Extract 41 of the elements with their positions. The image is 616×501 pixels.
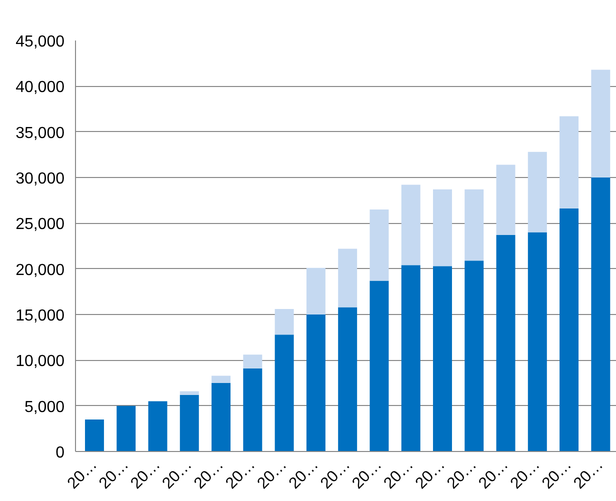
bar [338,307,358,452]
bar [464,189,484,261]
y-tick-label: 5,000 [24,398,65,416]
y-tick-label: 40,000 [16,79,65,96]
bar [370,280,389,452]
y-tick-label: 30,000 [16,170,65,188]
bar [274,334,294,452]
bar [464,260,484,452]
y-tick-label: 20,000 [16,262,65,279]
y-tick-label: 35,000 [16,124,65,142]
bar [116,406,136,452]
bar [591,70,610,178]
bar [306,268,326,314]
bar [212,383,231,452]
bar [528,232,547,452]
y-tick-label: 10,000 [16,353,65,370]
bar [180,391,199,395]
bar [401,184,420,266]
y-tick-label: 15,000 [16,308,65,324]
bar [243,368,262,452]
bar [496,164,516,236]
bar [148,401,168,452]
bar [212,376,231,383]
bar [370,209,389,281]
bar [243,354,262,368]
y-tick-label: 45,000 [16,34,65,50]
bar [274,309,294,335]
bar [338,248,358,308]
bar [401,265,420,452]
y-tick-label: 0 [56,444,65,462]
bar [591,178,610,452]
bar [180,394,199,452]
bar [496,235,516,452]
bar [528,152,547,232]
bar [306,314,326,452]
y-tick-label: 25,000 [16,216,65,234]
bar [84,420,104,452]
bar [560,208,579,452]
bar [433,189,452,266]
bar [560,116,579,209]
bar [433,266,452,452]
